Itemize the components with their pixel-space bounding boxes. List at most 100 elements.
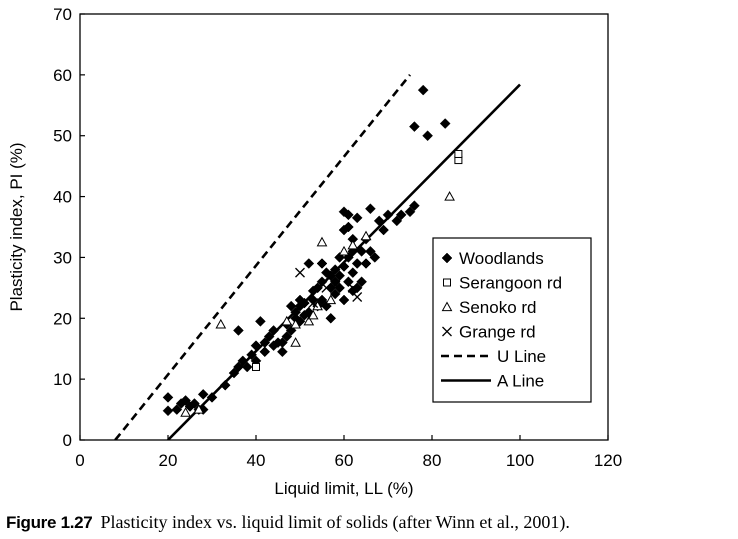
data-point-woodlands xyxy=(373,215,385,227)
data-point-woodlands xyxy=(351,212,363,224)
data-point-woodlands xyxy=(162,392,174,403)
data-point-senoko-rd xyxy=(347,239,359,250)
data-point-woodlands xyxy=(237,355,249,367)
data-point-woodlands xyxy=(299,297,310,309)
data-point-senoko-rd xyxy=(281,315,293,326)
data-point-woodlands xyxy=(277,346,288,358)
data-point-woodlands xyxy=(263,331,275,342)
figure-caption: Figure 1.27 Plasticity index vs. liquid l… xyxy=(6,512,736,533)
data-point-senoko-rd xyxy=(290,337,301,347)
y-axis: 0 10 20 30 40 50 60 70 xyxy=(53,5,85,450)
legend-label-a-line: A Line xyxy=(497,372,544,391)
y-tick-label: 0 xyxy=(63,431,72,450)
data-point-woodlands xyxy=(241,361,253,373)
data-point-woodlands xyxy=(360,258,372,269)
data-point-woodlands xyxy=(246,349,257,361)
series-senoko-rd xyxy=(180,191,455,417)
data-point-woodlands xyxy=(343,276,354,288)
data-point-woodlands xyxy=(409,121,420,132)
data-point-senoko-rd xyxy=(444,191,455,201)
data-point-senoko-rd xyxy=(360,230,372,241)
data-point-woodlands xyxy=(417,84,429,96)
data-point-woodlands xyxy=(391,215,403,227)
x-axis: 0 20 40 60 80 100 120 xyxy=(75,435,622,470)
u-line xyxy=(114,74,412,440)
data-point-senoko-rd xyxy=(290,318,301,329)
data-point-woodlands xyxy=(439,118,451,129)
data-point-woodlands xyxy=(206,392,218,403)
data-point-woodlands xyxy=(382,209,394,221)
legend-label-woodlands: Woodlands xyxy=(459,249,544,268)
legend-marker-woodlands xyxy=(441,252,453,264)
data-point-serangoon-rd xyxy=(252,362,260,371)
data-point-senoko-rd xyxy=(193,404,205,414)
data-point-woodlands xyxy=(233,325,244,336)
legend-marker-serangoon-rd xyxy=(443,278,451,287)
data-point-woodlands xyxy=(281,331,293,342)
plot-content xyxy=(114,74,521,440)
data-point-woodlands xyxy=(171,404,183,415)
x-tick-label: 40 xyxy=(247,451,266,470)
data-point-woodlands xyxy=(285,300,297,312)
data-point-woodlands xyxy=(189,398,200,409)
figure-number: Figure 1.27 xyxy=(6,513,93,532)
data-point-grange-rd xyxy=(352,292,363,302)
data-point-woodlands xyxy=(343,221,354,233)
y-tick-label: 70 xyxy=(53,5,72,24)
data-point-woodlands xyxy=(404,206,416,218)
data-point-senoko-rd xyxy=(303,315,315,326)
data-point-woodlands xyxy=(316,276,328,288)
data-point-woodlands xyxy=(162,405,174,417)
data-point-woodlands xyxy=(365,203,376,215)
legend-box xyxy=(432,237,592,403)
data-point-woodlands xyxy=(338,294,350,306)
data-point-woodlands xyxy=(180,395,191,406)
data-point-grange-rd xyxy=(295,267,305,278)
legend: Woodlands Serangoon rd Senoko rd Grange rd U… xyxy=(432,237,592,403)
legend-marker-grange-rd xyxy=(442,326,452,337)
data-point-woodlands xyxy=(378,224,389,236)
data-point-senoko-rd xyxy=(180,407,191,417)
data-point-senoko-rd xyxy=(325,294,337,305)
data-point-woodlands xyxy=(329,288,341,300)
data-point-senoko-rd xyxy=(215,318,227,329)
legend-label-grange-rd: Grange rd xyxy=(459,323,536,342)
x-tick-label: 20 xyxy=(159,451,178,470)
x-axis-title: Liquid limit, LL (%) xyxy=(274,479,413,498)
data-point-woodlands xyxy=(219,379,231,391)
scatter-chart: 0 20 40 60 80 100 120 0 10 20 30 40 50 60 70 Liquid l… xyxy=(7,5,622,498)
data-point-woodlands xyxy=(325,312,337,324)
data-point-woodlands xyxy=(338,261,350,272)
data-point-woodlands xyxy=(255,315,266,327)
x-tick-label: 80 xyxy=(423,451,442,470)
data-point-woodlands xyxy=(312,282,323,294)
y-axis-title: Plasticity index, PI (%) xyxy=(7,142,26,311)
data-point-woodlands xyxy=(347,267,359,278)
series-serangoon-rd xyxy=(252,149,463,371)
data-point-grange-rd xyxy=(321,282,332,293)
x-tick-label: 0 xyxy=(75,451,84,470)
y-tick-label: 60 xyxy=(53,66,72,85)
data-point-woodlands xyxy=(395,209,407,221)
x-tick-label: 100 xyxy=(506,451,534,470)
data-point-woodlands xyxy=(233,361,244,373)
data-point-woodlands xyxy=(356,245,367,257)
data-point-woodlands xyxy=(290,306,301,318)
data-point-woodlands xyxy=(228,367,240,379)
data-point-woodlands xyxy=(409,200,420,212)
data-point-grange-rd xyxy=(347,282,358,293)
series-woodlands xyxy=(162,84,451,417)
data-point-woodlands xyxy=(268,325,279,336)
data-point-woodlands xyxy=(369,252,381,263)
data-point-serangoon-rd xyxy=(454,149,463,158)
legend-marker-senoko-rd xyxy=(441,301,453,312)
legend-label-u-line: U Line xyxy=(497,347,546,366)
data-point-woodlands xyxy=(316,258,328,269)
data-point-woodlands xyxy=(356,276,367,288)
data-point-woodlands xyxy=(422,130,433,142)
data-point-woodlands xyxy=(316,294,328,306)
y-tick-label: 10 xyxy=(53,370,72,389)
data-point-woodlands xyxy=(343,209,354,221)
x-tick-label: 60 xyxy=(335,451,354,470)
data-point-woodlands xyxy=(197,389,209,400)
